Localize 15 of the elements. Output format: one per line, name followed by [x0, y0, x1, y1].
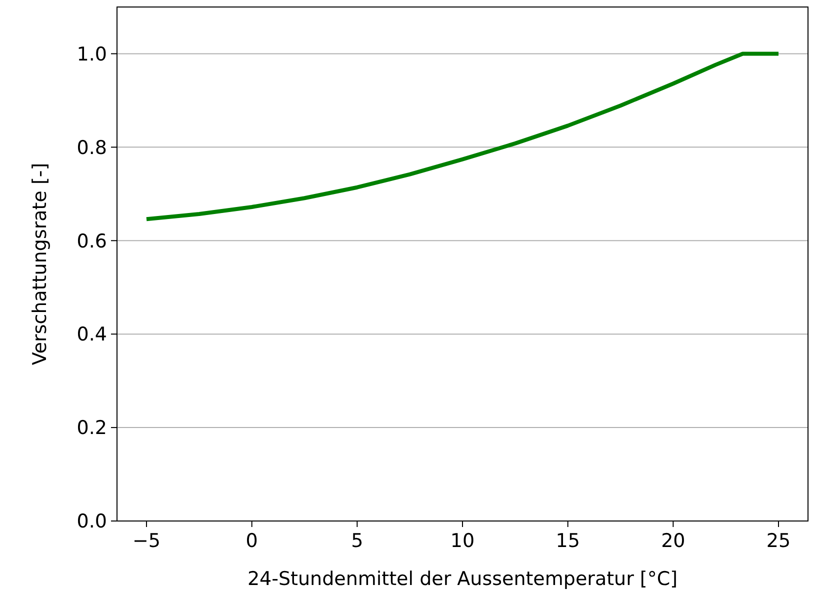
- y-axis-title: Verschattungsrate [-]: [29, 162, 51, 366]
- y-tick-label: 0.6: [76, 230, 107, 252]
- x-tick-label: 25: [766, 530, 791, 552]
- x-tick-label: 20: [661, 530, 686, 552]
- y-tick-label: 0.0: [76, 510, 107, 533]
- y-tick-label: 0.4: [76, 324, 107, 346]
- x-tick-label: 5: [351, 530, 364, 552]
- x-tick-label: 15: [556, 530, 580, 552]
- x-axis-title: 24-Stundenmittel der Aussentemperatur [°C]: [247, 568, 678, 590]
- y-tick-label: 0.2: [76, 417, 107, 440]
- y-tick-label: 0.8: [76, 136, 107, 159]
- y-tick-label: 1.0: [76, 43, 107, 66]
- x-tick-label: −5: [132, 530, 160, 552]
- x-tick-label: 10: [450, 530, 475, 552]
- x-tick-label: 0: [246, 530, 258, 552]
